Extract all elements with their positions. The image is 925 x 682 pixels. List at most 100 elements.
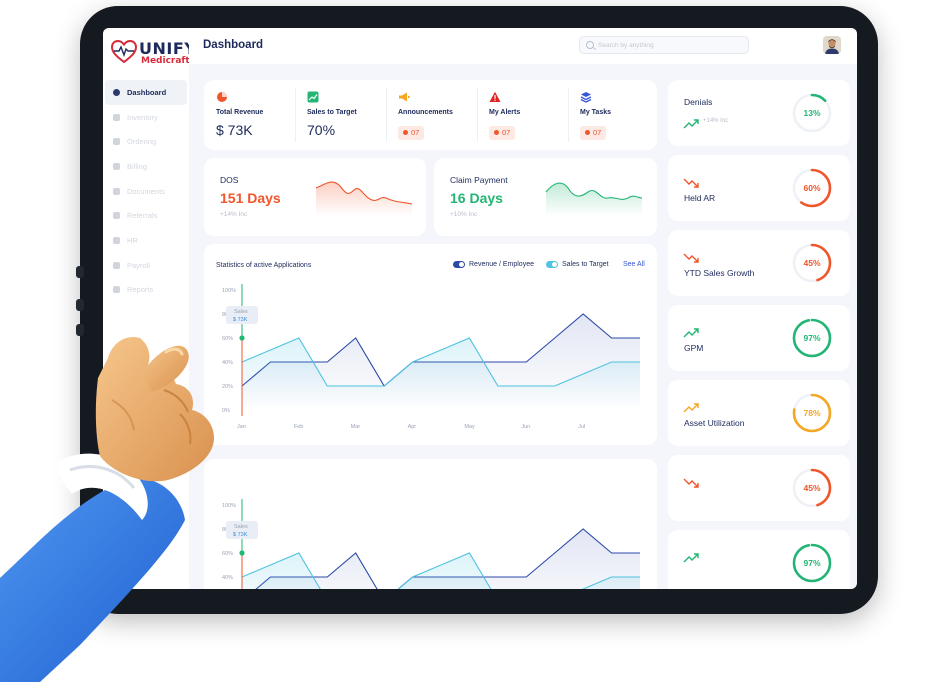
avatar[interactable] <box>823 36 841 54</box>
count-badge: 07 <box>489 125 516 140</box>
claim-sparkline <box>545 182 643 216</box>
sidebar-item-label: Payroll <box>127 260 150 270</box>
highlight-point[interactable] <box>239 335 245 341</box>
trend-up-icon <box>683 116 699 129</box>
metric-percent: 45% <box>803 483 820 493</box>
dos-value: 151 Days <box>220 190 281 206</box>
metric-card-unlabeled-6[interactable]: 97% <box>668 530 850 589</box>
pie-chart-icon <box>216 90 228 102</box>
series-area-revenue <box>256 529 640 589</box>
x-tick-label: Jul <box>578 424 585 430</box>
unify-medicraft-logo[interactable]: UNIFY Medicraft <box>111 38 196 68</box>
kpi-divider <box>477 88 478 142</box>
chart-tooltip: Sales $ 73K <box>226 306 258 324</box>
series-line-sales <box>241 337 640 387</box>
alert-icon <box>489 90 501 102</box>
sidebar-item-referrals[interactable]: Referrals <box>105 203 187 228</box>
metric-card-asset-utilization[interactable]: Asset Utilization 78% <box>668 380 850 446</box>
claim-payment-value: 16 Days <box>450 190 503 206</box>
sidebar-nav: Dashboard Inventory Ordering Billing Documen… <box>105 80 187 302</box>
metric-card-unlabeled-5[interactable]: 45% <box>668 455 850 521</box>
progress-ring: 60% <box>792 168 832 208</box>
progress-ring-fill <box>792 168 832 208</box>
sidebar-item-label: Reports <box>127 285 154 295</box>
trend-down-icon <box>683 475 699 488</box>
badge-count: 07 <box>411 128 420 137</box>
sidebar-item-dashboard[interactable]: Dashboard <box>105 80 187 105</box>
progress-ring-fill <box>792 543 832 583</box>
y-tick-label: 0% <box>222 408 230 414</box>
kpi-my-alerts[interactable]: My Alerts 07 <box>477 80 568 150</box>
metric-label: Denials <box>684 97 713 107</box>
series-area-sales <box>242 553 640 589</box>
highlight-point[interactable] <box>239 550 245 556</box>
dos-card[interactable]: DOS 151 Days +14% Inc <box>204 158 426 236</box>
user-avatar-icon <box>823 36 841 54</box>
sidebar-item-label: Inventory <box>127 112 158 122</box>
y-tick-label: 60% <box>222 551 233 557</box>
kpi-label: Announcements <box>398 109 453 116</box>
tooltip-value: $ 73K <box>233 317 248 323</box>
sidebar-item-payroll[interactable]: Payroll <box>105 253 187 278</box>
kpi-divider <box>295 88 296 142</box>
x-tick-label: Jun <box>521 424 530 430</box>
claim-payment-change: +10% Inc <box>450 211 478 218</box>
progress-ring: 45% <box>792 243 832 283</box>
legend-label: Revenue / Employee <box>469 261 534 268</box>
see-all-link[interactable]: See All <box>623 261 645 268</box>
trend-up-icon <box>683 325 699 338</box>
toggle-switch[interactable] <box>546 261 558 268</box>
legend-toggle-sales[interactable]: Sales to Target <box>546 261 609 268</box>
pointing-hand-illustration <box>0 337 214 682</box>
toggle-switch[interactable] <box>453 261 465 268</box>
trend-up-icon <box>683 400 699 413</box>
kpi-total-revenue[interactable]: Total Revenue $ 73K <box>204 80 295 150</box>
statistics-card-2: 100%80%60%40%Sales$ 73K <box>204 459 657 589</box>
metric-card-held-ar[interactable]: Held AR 60% <box>668 155 850 221</box>
kpi-my-tasks[interactable]: My Tasks 07 <box>568 80 659 150</box>
y-tick-label: 60% <box>222 336 233 342</box>
sidebar-item-hr[interactable]: HR <box>105 228 187 253</box>
statistics-title: Statistics of active Applications <box>216 262 312 269</box>
badge-count: 07 <box>593 128 602 137</box>
sidebar-item-inventory[interactable]: Inventory <box>105 105 187 130</box>
trend-down-icon <box>683 250 699 263</box>
nav-icon <box>113 88 120 96</box>
metric-card-denials[interactable]: Denials +14% Inc 13% <box>668 80 850 146</box>
dos-label: DOS <box>220 175 239 185</box>
trend-chart-icon <box>307 90 319 103</box>
sidebar-item-ordering[interactable]: Ordering <box>105 129 187 154</box>
count-badge: 07 <box>580 125 607 140</box>
sidebar-item-reports[interactable]: Reports <box>105 278 187 303</box>
sidebar-item-label: HR <box>127 235 138 245</box>
series-area-sales <box>242 338 640 410</box>
kpi-sales-to-target[interactable]: Sales to Target 70% <box>295 80 386 150</box>
claim-payment-card[interactable]: Claim Payment 16 Days +10% Inc <box>434 158 657 236</box>
progress-ring-fill <box>792 468 832 508</box>
kpi-label: Total Revenue <box>216 109 264 116</box>
trend-up-icon <box>683 550 699 563</box>
search-input[interactable] <box>598 39 743 52</box>
sidebar-item-billing[interactable]: Billing <box>105 154 187 179</box>
kpi-divider <box>568 88 569 142</box>
metric-card-ytd-sales-growth[interactable]: YTD Sales Growth 45% <box>668 230 850 296</box>
statistics-chart-2: 100%80%60%40%Sales$ 73K <box>222 499 640 589</box>
kpi-announcements[interactable]: Announcements 07 <box>386 80 477 150</box>
sidebar-item-label: Referrals <box>127 211 158 221</box>
sidebar-item-documents[interactable]: Documents <box>105 179 187 204</box>
legend-toggle-revenue[interactable]: Revenue / Employee <box>453 261 534 268</box>
progress-ring: 78% <box>792 393 832 433</box>
badge-count: 07 <box>502 128 511 137</box>
kpi-label: Sales to Target <box>307 109 357 116</box>
search-box[interactable] <box>579 36 749 54</box>
progress-ring: 13% <box>792 93 832 133</box>
y-tick-label: 40% <box>222 575 233 581</box>
claim-payment-label: Claim Payment <box>450 175 508 185</box>
nav-icon <box>113 138 120 146</box>
metric-percent: 78% <box>803 408 820 418</box>
metric-percent: 13% <box>803 108 820 118</box>
statistics-card: Statistics of active Applications Revenu… <box>204 244 657 445</box>
megaphone-icon <box>398 90 410 102</box>
metric-card-gpm[interactable]: GPM 97% <box>668 305 850 371</box>
x-tick-label: Mar <box>351 424 361 430</box>
